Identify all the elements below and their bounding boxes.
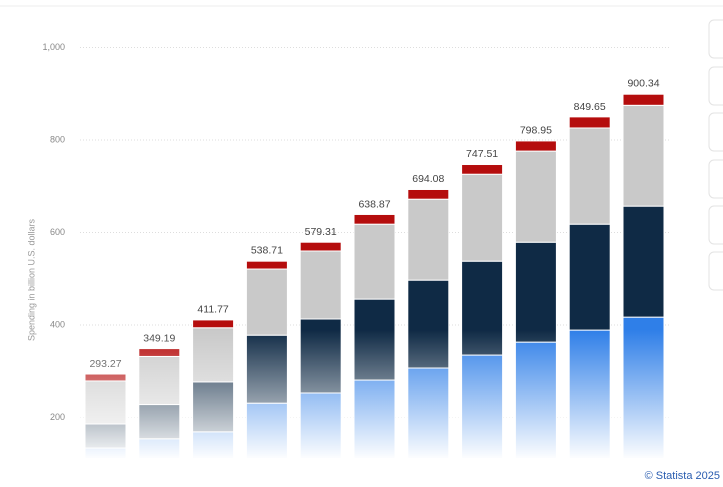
bar-segment (407, 198, 450, 281)
bar-segment (299, 241, 342, 252)
y-tick-label: 800 (50, 134, 65, 144)
total-label: 638.87 (358, 198, 390, 210)
bar-segment (568, 223, 611, 331)
bar-segment (514, 241, 557, 343)
bar-segment (568, 116, 611, 129)
tool-button[interactable] (708, 159, 723, 199)
bottom-fade (70, 330, 680, 460)
bar-segment (407, 188, 450, 200)
bar-segment (568, 127, 611, 225)
tool-button[interactable] (708, 251, 723, 291)
toolbar (708, 19, 723, 291)
bar-segment (514, 140, 557, 152)
tool-button[interactable] (708, 112, 723, 152)
bar-segment (461, 173, 504, 262)
y-tick-label: 1,000 (42, 42, 65, 52)
bar-segment (245, 268, 288, 336)
y-tick-label: 600 (50, 227, 65, 237)
bar-segment (192, 319, 235, 329)
tool-button[interactable] (708, 205, 723, 245)
tool-button[interactable] (708, 66, 723, 106)
bar-segment (353, 213, 396, 225)
y-axis-label: Spending in billion U.S. dollars (26, 218, 36, 341)
bar-segment (353, 223, 396, 300)
total-label: 849.65 (574, 101, 606, 113)
bar-segment (299, 250, 342, 320)
bar-segment (622, 93, 665, 106)
bar-segment (622, 104, 665, 207)
tool-button[interactable] (708, 19, 723, 59)
total-label: 900.34 (627, 77, 659, 89)
bar-segment (245, 260, 288, 270)
bottom-fade (70, 458, 680, 487)
bar-segment (622, 205, 665, 318)
total-label: 411.77 (197, 303, 228, 315)
total-label: 747.51 (466, 148, 498, 160)
total-label: 694.08 (412, 173, 444, 185)
total-label: 579.31 (305, 226, 337, 238)
bar-segment (461, 164, 504, 175)
total-label: 798.95 (520, 124, 552, 136)
y-tick-label: 200 (50, 412, 65, 422)
bar-segment (514, 150, 557, 243)
credit[interactable]: © Statista 2025 (645, 470, 720, 482)
total-label: 538.71 (251, 245, 283, 257)
y-tick-label: 400 (50, 319, 65, 329)
